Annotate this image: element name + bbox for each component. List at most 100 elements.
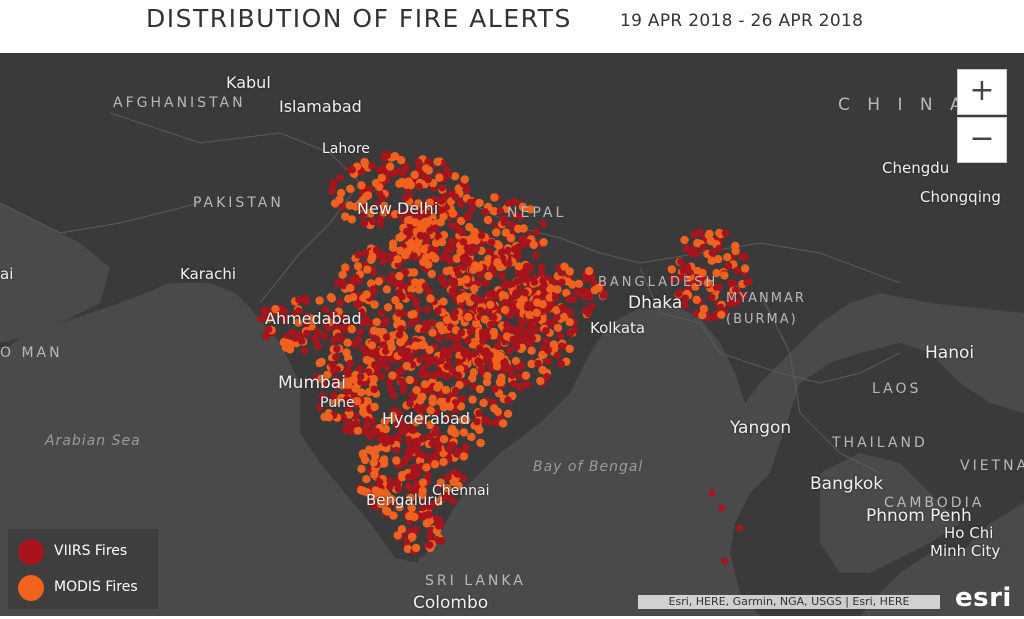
label-yangon: Yangon — [730, 418, 792, 438]
viirs-fire-dot — [387, 384, 395, 393]
viirs-fire-dot — [514, 364, 523, 372]
land-se-asia — [820, 453, 960, 573]
viirs-fire-dot — [410, 252, 418, 260]
label-oman: O MAN — [0, 345, 63, 361]
modis-fire-dot — [425, 198, 434, 207]
viirs-fire-dot — [506, 365, 514, 373]
map-attribution[interactable]: Esri, HERE, Garmin, NGA, USGS | Esri, HE… — [638, 595, 940, 609]
viirs-fire-dot — [532, 228, 541, 236]
map-view[interactable]: Kabul Islamabad AFGHANISTAN Lahore PAKIS… — [0, 53, 1024, 616]
modis-fire-dot — [514, 262, 523, 271]
viirs-fire-dot — [451, 193, 460, 201]
viirs-fire-dot — [401, 193, 410, 202]
viirs-fire-dot — [419, 503, 428, 511]
viirs-fire-dot — [557, 342, 566, 351]
modis-fire-dot — [436, 478, 446, 487]
viirs-fire-dot — [523, 303, 532, 312]
modis-fire-dot — [431, 238, 441, 248]
label-mumbai: Mumbai — [278, 373, 346, 393]
viirs-fire-dot — [397, 281, 406, 290]
viirs-fire-dot — [501, 299, 510, 307]
viirs-fire-dot — [463, 212, 471, 221]
viirs-fire-dot — [474, 357, 483, 365]
viirs-fire-dot — [728, 293, 737, 302]
viirs-fire-dot — [708, 248, 717, 257]
label-nepal: NEPAL — [507, 205, 567, 221]
viirs-fire-dot — [302, 319, 311, 328]
viirs-fire-dot — [321, 305, 330, 314]
viirs-fire-dot — [372, 246, 381, 255]
viirs-fire-dot — [500, 357, 509, 366]
viirs-fire-dot — [361, 249, 370, 258]
viirs-fire-dot — [378, 194, 387, 202]
modis-fire-dot — [492, 228, 501, 237]
viirs-fire-dot — [412, 526, 420, 534]
modis-fire-dot — [455, 364, 465, 373]
label-ho-chi-minh-2: Minh City — [930, 542, 1001, 560]
viirs-fire-dot — [481, 416, 489, 424]
viirs-fire-dot — [368, 162, 376, 170]
viirs-fire-dot — [397, 348, 406, 357]
label-pakistan: PAKISTAN — [193, 195, 284, 211]
viirs-fire-dot — [412, 480, 421, 489]
viirs-fire-dot — [329, 310, 338, 318]
viirs-fire-dot — [343, 424, 352, 432]
modis-fire-dot — [326, 293, 335, 302]
modis-fire-dot — [740, 264, 750, 273]
date-range: 19 APR 2018 - 26 APR 2018 — [620, 11, 864, 31]
modis-fire-dot — [418, 478, 428, 487]
viirs-fire-dot — [414, 158, 423, 167]
viirs-fire-dot — [510, 303, 518, 311]
zoom-in-button[interactable]: + — [957, 69, 1007, 115]
viirs-fire-dot — [537, 263, 546, 271]
viirs-fire-dot — [733, 266, 741, 275]
modis-fire-dot — [492, 356, 501, 366]
modis-swatch — [18, 575, 44, 601]
viirs-fire-dot — [375, 478, 384, 486]
modis-fire-dot — [388, 243, 398, 252]
viirs-fire-dot — [476, 271, 484, 279]
modis-fire-dot — [377, 173, 386, 183]
viirs-fire-dot — [332, 382, 341, 391]
modis-fire-dot — [357, 181, 366, 190]
viirs-fire-dot — [490, 385, 499, 393]
viirs-fire-dot — [332, 353, 340, 361]
modis-fire-dot — [483, 215, 493, 225]
viirs-fire-dot — [516, 213, 525, 221]
viirs-fire-dot — [460, 263, 468, 271]
viirs-fire-dot — [446, 257, 455, 265]
label-cambodia: CAMBODIA — [884, 495, 985, 511]
modis-fire-dot — [362, 290, 371, 299]
viirs-fire-dot — [426, 226, 434, 235]
viirs-fire-dot — [343, 370, 352, 378]
viirs-fire-dot — [733, 298, 741, 306]
viirs-fire-dot — [333, 345, 341, 353]
viirs-fire-dot — [339, 413, 347, 421]
viirs-fire-dot — [485, 247, 494, 255]
viirs-fire-dot — [558, 303, 567, 312]
viirs-fire-dot — [488, 264, 496, 273]
zoom-out-button[interactable]: − — [957, 117, 1007, 163]
viirs-fire-dot — [454, 358, 462, 366]
viirs-fire-dot — [386, 276, 395, 285]
modis-fire-dot — [546, 284, 555, 294]
modis-fire-dot — [460, 175, 469, 184]
modis-fire-dot — [489, 207, 499, 216]
viirs-fire-dot — [512, 342, 521, 351]
land-srilanka — [418, 553, 440, 595]
modis-fire-dot — [353, 262, 363, 271]
modis-fire-dot — [420, 380, 430, 389]
viirs-fire-dot — [373, 364, 382, 372]
viirs-fire-dot — [410, 463, 418, 472]
esri-logo[interactable]: esri — [955, 583, 1012, 613]
land-arabia — [0, 203, 110, 343]
modis-fire-dot — [439, 297, 448, 306]
viirs-fire-dot — [685, 268, 694, 277]
modis-fire-dot — [404, 177, 413, 186]
modis-fire-dot — [418, 392, 427, 402]
viirs-fire-dot — [413, 447, 422, 456]
modis-fire-dot — [388, 331, 397, 340]
modis-fire-dot — [395, 502, 404, 512]
viirs-fire-dot — [355, 300, 363, 308]
modis-fire-dot — [431, 254, 440, 263]
